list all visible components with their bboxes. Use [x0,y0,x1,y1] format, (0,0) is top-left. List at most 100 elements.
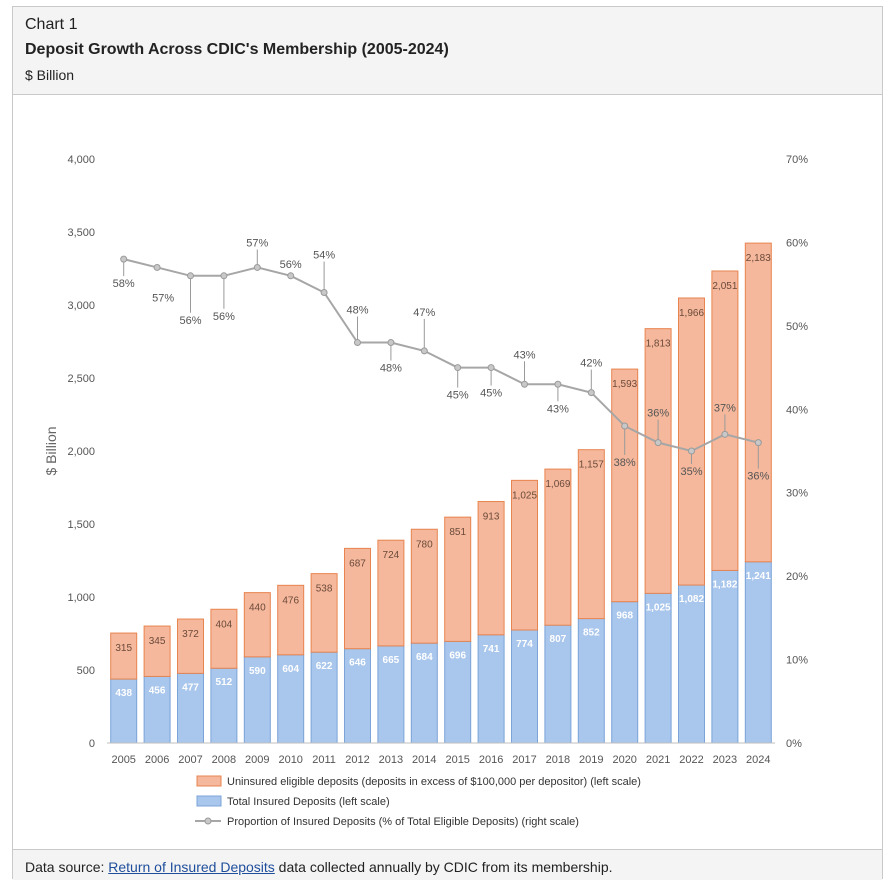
proportion-point [187,272,194,280]
uninsured-value-label: 780 [416,539,433,550]
proportion-point [688,447,695,455]
y-axis-tick-label: 3,000 [67,300,95,312]
proportion-value-label: 43% [547,403,569,415]
x-axis-tick-label: 2016 [479,754,503,766]
insured-deposits-bar [678,584,705,744]
legend-uninsured-swatch [196,775,222,787]
insured-deposits-bar [410,642,438,744]
uninsured-deposits-bar [544,468,572,626]
insured-value-label: 684 [416,652,433,663]
x-axis-tick-label: 2005 [111,754,135,766]
y-axis-tick-label: 4,000 [67,154,95,166]
y2-axis-tick-label: 70% [786,154,808,166]
proportion-point [253,263,261,271]
insured-value-label: 1,182 [712,579,737,590]
x-axis-tick-label: 2009 [245,754,269,766]
insured-deposits-bar [444,640,472,744]
insured-value-label: 1,025 [646,602,671,613]
insured-value-label: 774 [516,639,533,650]
proportion-point [420,347,428,355]
proportion-point [220,272,228,280]
x-axis-tick-label: 2010 [278,754,302,766]
x-axis-tick-label: 2012 [345,754,369,766]
footer-suffix: data collected annually by CDIC from its… [274,859,613,875]
y-axis-tick-label: 500 [77,665,95,677]
insured-value-label: 696 [449,650,466,661]
insured-value-label: 741 [483,644,500,655]
x-axis-tick-label: 2008 [212,754,236,766]
uninsured-value-label: 851 [449,527,466,538]
uninsured-deposits-bar [277,584,305,656]
proportion-value-label: 37% [714,402,736,414]
uninsured-value-label: 1,025 [512,490,537,501]
chart-unit: $ Billion [25,67,75,83]
proportion-value-label: 48% [380,363,402,375]
uninsured-deposits-bar [577,449,605,620]
y2-axis-tick-label: 30% [786,488,808,500]
y-axis-tick-label: 1,500 [67,519,95,531]
uninsured-value-label: 1,593 [612,379,637,390]
y2-axis-tick-label: 0% [786,738,802,750]
y-axis-tick-label: 2,500 [67,373,95,385]
proportion-value-label: 43% [513,349,535,361]
proportion-value-label: 56% [179,315,201,327]
y-axis-title: $ Billion [43,426,59,475]
insured-value-label: 1,082 [679,594,704,605]
proportion-point [320,288,328,296]
y-axis-tick-label: 2,000 [67,446,95,458]
proportion-point [554,380,562,388]
uninsured-deposits-bar [344,547,371,650]
insured-value-label: 665 [383,655,400,666]
insured-value-label: 852 [583,628,600,639]
proportion-value-label: 48% [346,305,368,317]
insured-value-label: 512 [216,677,233,688]
x-axis-tick-label: 2013 [379,754,403,766]
uninsured-deposits-bar [644,328,672,594]
y2-axis-tick-label: 60% [786,237,808,249]
insured-value-label: 622 [316,661,333,672]
insured-value-label: 456 [149,685,166,696]
uninsured-value-label: 1,966 [679,308,704,319]
x-axis-tick-label: 2021 [646,754,670,766]
uninsured-value-label: 315 [115,643,132,654]
x-axis-tick-label: 2019 [579,754,603,766]
uninsured-value-label: 687 [349,558,366,569]
x-axis-tick-label: 2014 [412,754,436,766]
insured-deposits-bar [644,592,672,744]
y2-axis-tick-label: 20% [786,571,808,583]
uninsured-deposits-bar [310,573,338,653]
y-axis-tick-label: 0 [89,738,95,750]
uninsured-value-label: 345 [149,636,166,647]
proportion-point [521,380,528,388]
uninsured-deposits-bar [210,608,238,669]
insured-value-label: 807 [550,634,567,645]
uninsured-value-label: 1,157 [579,460,604,471]
proportion-point [454,364,462,372]
insured-proportion-line [123,258,759,453]
uninsured-value-label: 1,813 [646,339,671,350]
x-axis-tick-label: 2011 [312,754,336,766]
uninsured-deposits-bar [110,632,138,680]
x-axis-tick-label: 2018 [546,754,570,766]
insured-value-label: 590 [249,666,266,677]
uninsured-value-label: 2,183 [746,253,771,264]
insured-value-label: 646 [349,658,366,669]
uninsured-deposits-bar [143,625,171,677]
uninsured-value-label: 2,051 [712,281,737,292]
return-of-insured-deposits-link[interactable]: Return of Insured Deposits [108,859,275,875]
proportion-value-label: 57% [246,237,268,249]
proportion-value-label: 35% [680,466,702,478]
proportion-value-label: 56% [213,311,235,323]
uninsured-deposits-bar [177,618,204,674]
uninsured-deposits-bar [611,368,639,603]
x-axis-tick-label: 2020 [612,754,636,766]
proportion-point [287,272,295,280]
x-axis-tick-label: 2024 [746,754,770,766]
insured-value-label: 968 [616,611,633,622]
insured-deposits-bar [577,618,605,744]
proportion-value-label: 58% [113,278,135,290]
proportion-point [153,263,161,271]
proportion-value-label: 45% [480,388,502,400]
uninsured-deposits-bar [243,592,271,658]
footer-prefix: Data source: [25,859,109,875]
